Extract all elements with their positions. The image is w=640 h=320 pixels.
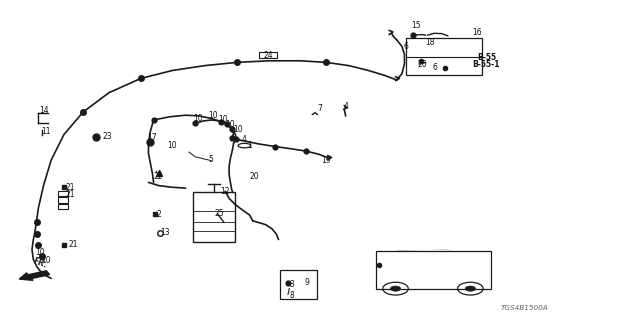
Text: 22: 22: [154, 172, 163, 181]
Text: 12: 12: [221, 187, 230, 196]
Text: FR.: FR.: [31, 256, 48, 270]
Text: 20: 20: [250, 172, 260, 181]
Text: 9: 9: [305, 278, 310, 287]
Text: 14: 14: [38, 106, 49, 115]
Text: B-55-1: B-55-1: [473, 60, 500, 69]
Bar: [58, 197, 68, 203]
Text: B-55: B-55: [477, 53, 496, 62]
Ellipse shape: [238, 143, 251, 148]
Text: 21: 21: [66, 183, 75, 192]
Text: 6: 6: [404, 42, 409, 51]
Text: 10: 10: [218, 116, 228, 124]
Bar: [259, 52, 277, 58]
Text: 1: 1: [247, 141, 252, 150]
Text: 5: 5: [209, 156, 214, 164]
Text: 16: 16: [472, 28, 482, 37]
Text: 10: 10: [41, 256, 51, 265]
Bar: [58, 191, 68, 196]
Text: 10: 10: [233, 125, 243, 134]
Text: TGS4B1500A: TGS4B1500A: [501, 305, 548, 311]
Text: 11: 11: [42, 127, 51, 136]
Text: 3: 3: [289, 280, 294, 289]
FancyArrow shape: [19, 271, 50, 280]
Text: 4: 4: [343, 102, 348, 111]
Text: 21: 21: [66, 190, 75, 199]
Text: 2: 2: [156, 210, 161, 219]
Circle shape: [465, 286, 476, 291]
Text: 10: 10: [208, 111, 218, 120]
Text: 4: 4: [242, 135, 247, 144]
Bar: [280, 270, 317, 299]
Text: 15: 15: [411, 21, 421, 30]
Bar: [58, 204, 68, 209]
FancyBboxPatch shape: [376, 251, 491, 289]
Text: 6: 6: [433, 63, 438, 72]
Text: 10: 10: [225, 120, 236, 129]
Polygon shape: [390, 250, 479, 261]
Text: 18: 18: [426, 38, 435, 47]
Text: 7: 7: [317, 104, 323, 113]
Text: 10: 10: [166, 141, 177, 150]
Text: 26: 26: [417, 60, 428, 69]
Text: 13: 13: [160, 228, 170, 237]
Text: 23: 23: [102, 132, 113, 141]
Text: 24: 24: [264, 51, 274, 60]
Text: 19: 19: [321, 156, 332, 165]
Text: 10: 10: [35, 248, 45, 257]
Text: 25: 25: [214, 209, 224, 218]
Text: 21: 21: [69, 240, 78, 249]
Text: 10: 10: [193, 114, 204, 123]
Text: 8: 8: [289, 291, 294, 300]
Bar: [193, 192, 235, 242]
Bar: [406, 38, 482, 75]
Text: 17: 17: [147, 133, 157, 142]
Circle shape: [390, 286, 401, 291]
